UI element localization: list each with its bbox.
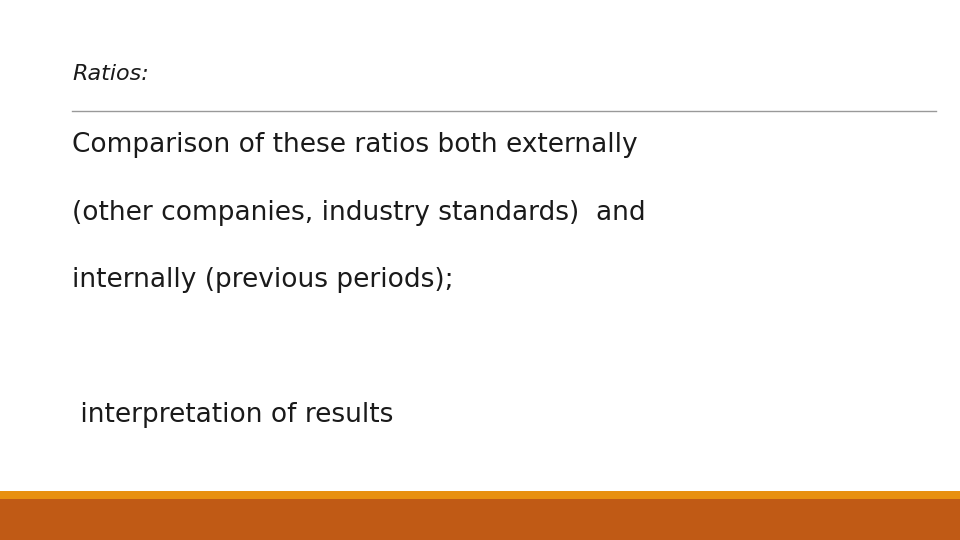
Bar bbox=[0, 499, 960, 540]
Text: interpretation of results: interpretation of results bbox=[72, 402, 394, 428]
Text: Comparison of these ratios both externally: Comparison of these ratios both external… bbox=[72, 132, 637, 158]
Bar bbox=[0, 491, 960, 499]
Text: Ratios:: Ratios: bbox=[72, 64, 149, 84]
Text: internally (previous periods);: internally (previous periods); bbox=[72, 267, 454, 293]
Text: (other companies, industry standards)  and: (other companies, industry standards) an… bbox=[72, 200, 646, 226]
